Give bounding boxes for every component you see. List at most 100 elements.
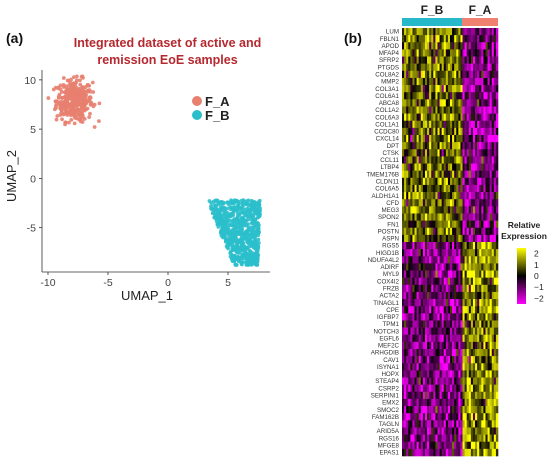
heatmap-cell: [458, 170, 461, 179]
heatmap-cell: [477, 70, 480, 79]
heatmap-cell: [439, 363, 442, 371]
heatmap-cell: [475, 213, 478, 221]
heatmap-cell: [477, 163, 480, 171]
heatmap-cell: [418, 270, 422, 278]
heatmap-cell: [420, 434, 424, 443]
heatmap-cell: [412, 270, 415, 278]
heatmap-cell: [437, 448, 440, 457]
heatmap-cell: [468, 427, 472, 435]
heatmap-cell: [402, 63, 405, 72]
heatmap-cell: [458, 249, 461, 257]
heatmap-cell: [483, 120, 486, 129]
heatmap-cell: [402, 341, 405, 350]
heatmap-cell: [435, 434, 438, 443]
heatmap-cell: [487, 420, 490, 428]
heatmap-cell: [452, 306, 455, 314]
heatmap-cell: [487, 142, 490, 150]
heatmap-cell: [452, 85, 455, 93]
heatmap-cell: [414, 192, 417, 200]
heatmap-cell: [487, 434, 490, 443]
heatmap-cell: [437, 70, 440, 79]
heatmap-cell: [468, 398, 472, 407]
heatmap-cell: [404, 156, 407, 164]
heatmap-cell: [491, 127, 495, 136]
heatmap-cell: [475, 370, 478, 378]
heatmap-cell: [458, 199, 461, 207]
heatmap-cell: [458, 142, 461, 150]
heatmap-cell: [460, 391, 463, 400]
heatmap-cell: [431, 448, 434, 457]
heatmap-cell: [418, 434, 422, 443]
heatmap-cell: [491, 406, 495, 414]
heatmap-cell: [437, 249, 440, 257]
heatmap-cell: [431, 56, 434, 64]
heatmap-cell: [475, 142, 478, 150]
heatmap-cell: [404, 391, 407, 400]
gene-label: ABCA8: [379, 100, 400, 107]
heatmap-cell: [424, 35, 428, 43]
heatmap-cell: [489, 170, 493, 179]
gene-label: IGFBP7: [377, 314, 400, 321]
heatmap-cell: [452, 299, 455, 307]
heatmap-cell: [422, 256, 426, 264]
heatmap-cell: [412, 427, 415, 435]
heatmap-cell: [408, 120, 411, 129]
heatmap-cell: [445, 270, 449, 278]
heatmap-cell: [475, 249, 478, 257]
heatmap-cell: [412, 242, 415, 250]
heatmap-cell: [481, 291, 484, 300]
heatmap-cell: [450, 99, 453, 107]
heatmap-cell: [462, 413, 465, 421]
heatmap-cell: [424, 270, 428, 278]
heatmap-cell: [410, 420, 413, 428]
heatmap-cell: [443, 149, 447, 157]
heatmap-cell: [416, 242, 419, 250]
heatmap-cell: [406, 384, 409, 393]
heatmap-cell: [450, 427, 453, 435]
heatmap-cell: [441, 213, 445, 221]
heatmap-cell: [450, 306, 453, 314]
heatmap-cell: [443, 206, 447, 214]
heatmap-cell: [437, 334, 440, 343]
heatmap-cell: [441, 142, 445, 150]
heatmap-cell: [420, 234, 424, 243]
heatmap-cell: [485, 320, 488, 328]
heatmap-cell: [464, 334, 467, 343]
heatmap-cell: [439, 113, 442, 122]
heatmap-cell: [424, 106, 428, 114]
heatmap-cell: [410, 70, 413, 79]
heatmap-cell: [483, 277, 486, 286]
heatmap-cell: [450, 434, 453, 443]
heatmap-cell: [483, 256, 486, 264]
heatmap-cell: [475, 199, 478, 207]
heatmap-cell: [435, 306, 438, 314]
heatmap-cell: [460, 377, 463, 385]
heatmap-cell: [495, 106, 499, 114]
heatmap-cell: [456, 299, 459, 307]
heatmap-cell: [450, 327, 453, 336]
heatmap-cell: [475, 227, 478, 236]
heatmap-cell: [422, 406, 426, 414]
heatmap-cell: [464, 341, 467, 350]
heatmap-cell: [468, 356, 472, 364]
gene-label: STEAP4: [375, 378, 399, 385]
heatmap-cell: [437, 99, 440, 107]
heatmap-cell: [422, 49, 426, 57]
heatmap-cell: [435, 299, 438, 307]
heatmap-cell: [420, 299, 424, 307]
heatmap-cell: [487, 349, 490, 357]
heatmap-cell: [431, 427, 434, 435]
heatmap-cell: [408, 28, 411, 36]
heatmap-cell: [485, 227, 488, 236]
heatmap-cell: [439, 370, 442, 378]
heatmap-cell: [439, 398, 442, 407]
heatmap-cell: [479, 177, 482, 186]
heatmap-cell: [452, 49, 455, 57]
heatmap-cell: [475, 341, 478, 350]
heatmap-cell: [429, 163, 432, 171]
heatmap-cell: [487, 377, 490, 385]
heatmap-cell: [431, 213, 434, 221]
heatmap-cell: [418, 92, 422, 100]
heatmap-cell: [487, 284, 490, 293]
heatmap-cell: [493, 120, 497, 129]
